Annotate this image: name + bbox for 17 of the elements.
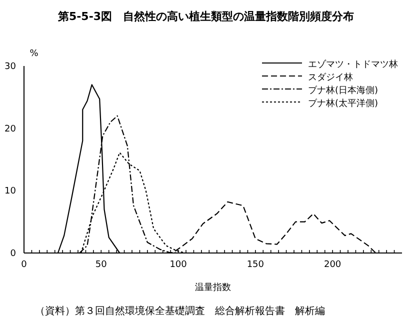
x-tick-label: 200 <box>324 260 342 270</box>
legend-label: ブナ林(太平洋側) <box>308 98 378 109</box>
y-tick-label: 0 <box>10 249 16 259</box>
y-tick-label: 20 <box>4 124 16 134</box>
text: （資料）第３回自然環境保全基礎調査 総合解析報告書 解析編 <box>35 305 325 317</box>
x-tick-label: 150 <box>246 260 264 270</box>
x-axis-title: 温量指数 <box>195 282 231 293</box>
y-tick-label: 30 <box>4 62 16 72</box>
x-tick-label: 100 <box>170 260 188 270</box>
x-tick-label: 50 <box>95 260 108 270</box>
x-tick-label: 0 <box>21 260 28 270</box>
y-tick-label: 10 <box>4 186 16 197</box>
legend-label: ブナ林(日本海側) <box>308 85 378 96</box>
y-axis-title: % <box>30 49 39 59</box>
chart-title: 第5-5-3図 自然性の高い植生類型の温量指数階別頻度分布 <box>56 10 354 23</box>
legend-label: スダジイ林 <box>308 72 353 83</box>
legend-label: エゾマツ・トドマツ林 <box>308 59 398 70</box>
